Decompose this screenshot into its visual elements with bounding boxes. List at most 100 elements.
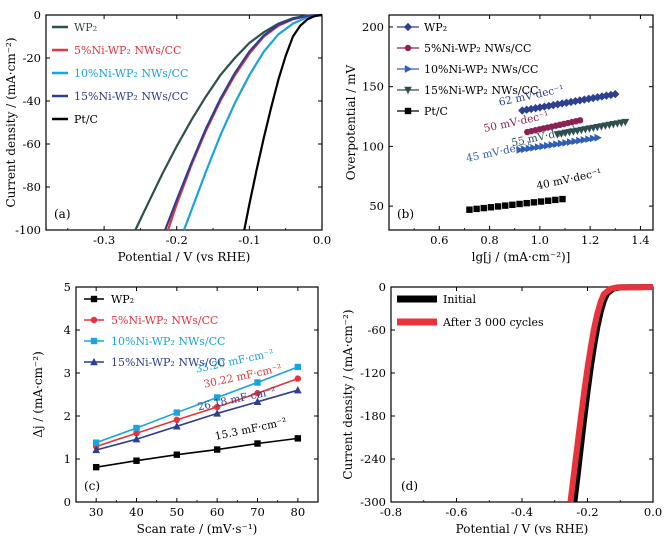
panel-tag: (b): [397, 207, 414, 221]
data-point: [293, 386, 302, 394]
data-point: [562, 138, 570, 147]
legend-entry: 5%Ni-WP₂ NWs/CC: [111, 314, 218, 327]
y-axis-label: Current density / (mA·cm⁻²): [4, 37, 18, 207]
data-point: [172, 422, 181, 430]
legend-entry: WP₂: [111, 293, 134, 306]
panel-tag: (c): [84, 479, 100, 493]
y-tick-label: 100: [362, 139, 384, 153]
data-point: [173, 451, 181, 458]
y-tick-label: 5: [64, 280, 71, 294]
data-point: [466, 206, 473, 213]
data-point: [576, 117, 584, 124]
x-tick-label: 1.2: [581, 233, 599, 247]
fit-line: [96, 437, 298, 468]
legend-marker: [403, 22, 413, 32]
x-tick-label: 0.8: [480, 233, 498, 247]
panel-d: -0.8 -0.6 -0.4 -0.2 0.0 0 -60 -120 -180 -240 -300 P…: [341, 280, 662, 536]
y-tick-label: -60: [22, 137, 41, 151]
x-tick-label: -0.2: [166, 233, 188, 247]
data-point: [521, 145, 529, 154]
data-point: [133, 430, 140, 437]
y-tick-label: 200: [362, 20, 384, 34]
x-tick-label: 70: [250, 505, 265, 519]
y-tick-label: -120: [360, 366, 386, 380]
series-curve: [243, 13, 323, 231]
capacitance-annotation: 15.3 mF·cm⁻²: [214, 416, 288, 443]
y-tick-label: 50: [369, 199, 384, 213]
y-tick-label: -40: [22, 94, 41, 108]
x-tick-label: -0.8: [380, 505, 402, 519]
legend-marker: [90, 337, 98, 345]
data-point: [552, 196, 559, 204]
panel-b: 0.6 0.8 1.0 1.2 1.4 50 100 150 200 lg[j / (mA·cm⁻…: [344, 14, 654, 264]
legend-entry: 5%Ni-WP₂ NWs/CC: [74, 44, 181, 57]
data-point: [92, 439, 100, 446]
x-tick-label: -0.4: [511, 505, 533, 519]
data-point: [537, 198, 545, 205]
series-curve: [567, 284, 654, 503]
data-point: [92, 445, 101, 454]
panel-a: -0.3 -0.2 -0.1 0.0 0 -20 -40 -60 -80 -100 Potentia…: [4, 8, 331, 264]
data-point: [544, 197, 552, 204]
data-point: [487, 204, 495, 211]
y-tick-label: 4: [64, 323, 71, 337]
legend-entry: After 3 000 cycles: [442, 316, 544, 329]
y-tick-label: -100: [15, 223, 41, 237]
data-point: [534, 143, 543, 151]
fit-line: [95, 389, 299, 451]
legend-marker: [404, 107, 412, 115]
x-tick-label: -0.1: [238, 233, 260, 247]
y-tick-label: 0: [34, 8, 41, 22]
x-tick-label: -0.2: [576, 505, 598, 519]
data-point: [294, 375, 302, 382]
legend-entry: WP₂: [74, 21, 97, 34]
data-point: [254, 440, 261, 447]
y-tick-label: -20: [22, 51, 41, 65]
x-tick-label: 0.6: [430, 233, 448, 247]
x-tick-label: 50: [170, 505, 185, 519]
x-axis-label: Potential / V (vs RHE): [118, 250, 251, 264]
data-point: [213, 409, 222, 417]
data-point: [518, 106, 527, 115]
y-tick-label: -300: [360, 495, 386, 509]
data-point: [557, 139, 566, 148]
legend-entry: Pt/C: [424, 105, 448, 118]
data-point: [480, 204, 487, 212]
data-point: [502, 202, 509, 209]
legend-entry: 10%Ni-WP₂ NWs/CC: [424, 63, 538, 76]
y-axis-label: Overpotential / mV: [344, 64, 358, 180]
y-tick-label: 0: [379, 280, 386, 294]
y-tick-label: -180: [360, 409, 386, 423]
data-point: [516, 200, 523, 208]
data-point: [213, 403, 221, 411]
legend-marker: [404, 44, 412, 52]
data-point: [553, 140, 561, 149]
panel-c: 30 40 50 60 70 80 0 1 2 3 4 5 Scan rate / (mV·s⁻¹) Δj…: [31, 280, 319, 536]
data-point: [544, 141, 552, 150]
data-point: [213, 446, 221, 453]
legend-entry: 15%Ni-WP₂ NWs/CC: [111, 356, 225, 369]
data-point: [576, 136, 584, 145]
x-tick-label: 1.0: [531, 233, 549, 247]
data-point: [580, 136, 589, 144]
y-tick-label: 150: [362, 80, 384, 94]
x-tick-label: 80: [291, 505, 306, 519]
data-point: [522, 105, 531, 114]
data-point: [473, 205, 480, 213]
x-tick-label: 60: [210, 505, 225, 519]
x-tick-label: 0.0: [644, 505, 662, 519]
legend-entry: 10%Ni-WP₂ NWs/CC: [74, 67, 188, 80]
x-axis-label: Potential / V (vs RHE): [456, 522, 589, 536]
data-point: [523, 199, 530, 207]
x-tick-label: -0.6: [445, 505, 467, 519]
data-point: [92, 463, 100, 471]
data-point: [540, 102, 549, 111]
legend-entry: Pt/C: [74, 113, 98, 126]
y-tick-label: 3: [64, 366, 71, 380]
x-tick-label: 40: [129, 505, 144, 519]
legend-entry: Initial: [443, 293, 476, 306]
x-tick-label: 0.0: [313, 233, 331, 247]
data-point: [594, 133, 602, 142]
y-tick-label: 0: [64, 495, 71, 509]
